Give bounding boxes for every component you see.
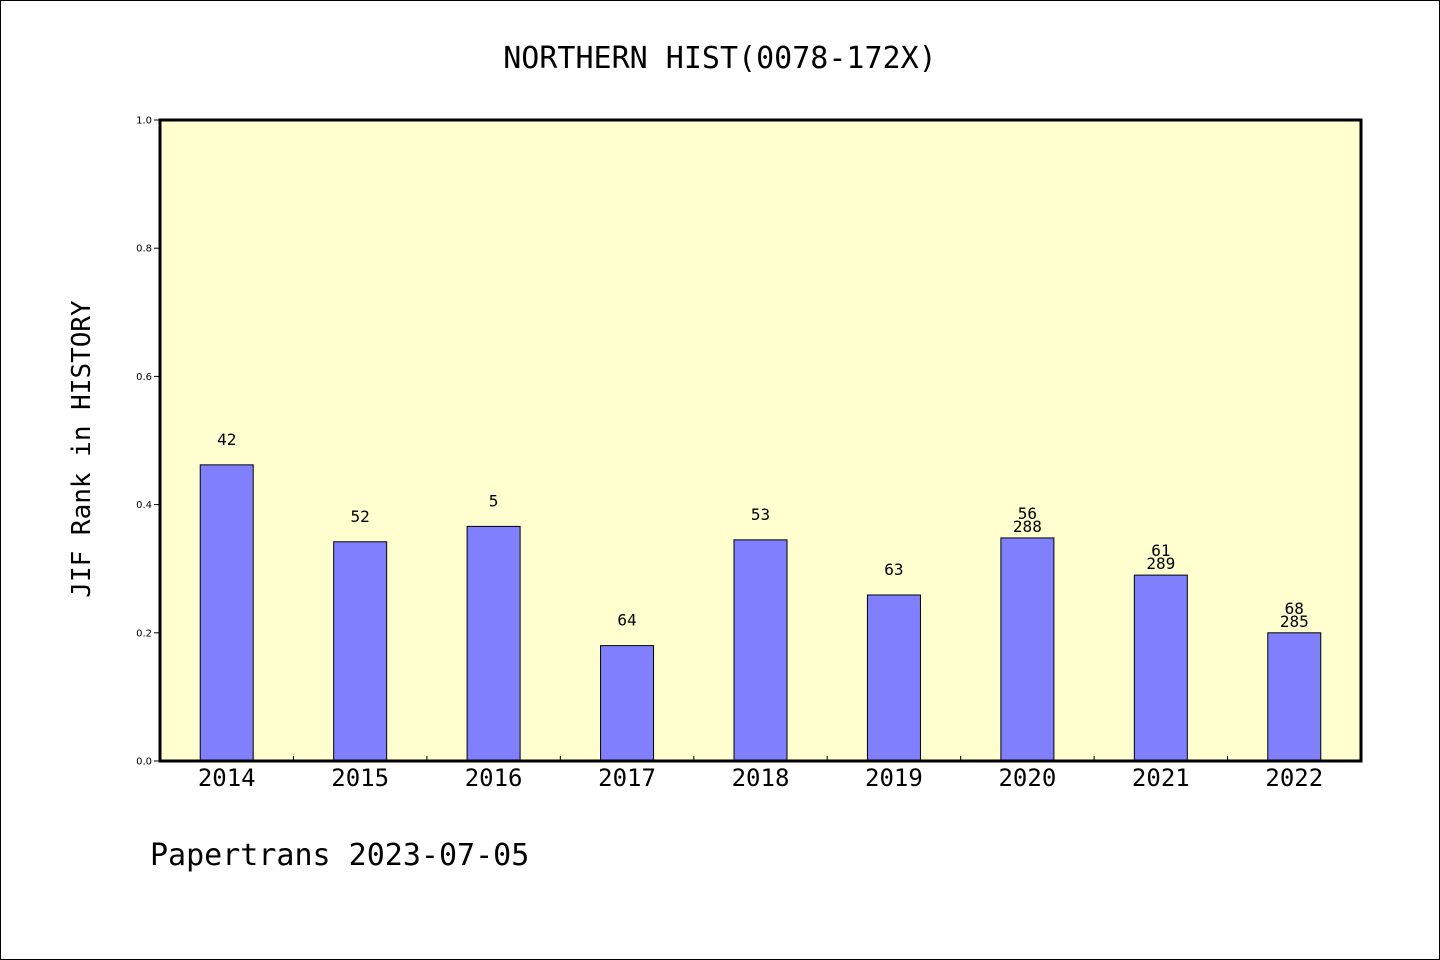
x-tick-label: 2018	[732, 764, 790, 792]
bar-2016	[466, 525, 521, 762]
y-axis-label: JIF Rank in HISTORY	[67, 300, 97, 598]
data-label: 53	[751, 505, 770, 524]
footer-credit: Papertrans 2023-07-05	[150, 838, 529, 873]
bar-2015	[333, 541, 388, 762]
data-label: 64	[617, 611, 636, 630]
data-label: 52	[351, 507, 370, 526]
chart-title: NORTHERN HIST(0078-172X)	[503, 41, 936, 76]
bar-2020	[1000, 537, 1055, 762]
plot-border	[158, 118, 1363, 763]
bars-layer	[199, 464, 1322, 762]
x-tick-label: 2016	[465, 764, 523, 792]
y-tick-label: 0.4	[136, 500, 152, 511]
x-tick-label: 2017	[598, 764, 656, 792]
data-label: 61	[1151, 541, 1170, 560]
bar-2017	[600, 645, 655, 762]
data-label: 5	[489, 491, 499, 510]
data-label: 42	[217, 430, 236, 449]
bar-2021	[1133, 574, 1188, 762]
x-ticks: 2014 2015 2016 2017 2018 2019 2020 2021 2022	[198, 756, 1323, 792]
x-tick-label: 2015	[331, 764, 389, 792]
bar-2014	[199, 464, 254, 762]
x-tick-label: 2014	[198, 764, 256, 792]
x-tick-label: 2019	[865, 764, 923, 792]
data-label: 285	[1280, 612, 1309, 631]
data-label: 289	[1146, 554, 1175, 573]
y-tick-label: 0.6	[136, 372, 152, 383]
y-tick-label: 0.2	[136, 628, 152, 639]
bar-2019	[866, 594, 921, 762]
y-ticks: 0.0 0.2 0.4 0.6 0.8 1.0	[136, 116, 160, 768]
data-label: 56	[1018, 504, 1037, 523]
x-tick-label: 2020	[998, 764, 1056, 792]
y-tick-label: 0.0	[136, 757, 152, 768]
data-label: 68	[1285, 599, 1304, 618]
y-tick-label: 1.0	[136, 116, 152, 127]
bar-2022	[1267, 632, 1322, 762]
data-label: 63	[884, 560, 903, 579]
x-tick-label: 2022	[1265, 764, 1323, 792]
y-tick-label: 0.8	[136, 244, 152, 255]
x-tick-label: 2021	[1132, 764, 1190, 792]
data-label: 288	[1013, 517, 1042, 536]
bar-2018	[733, 539, 788, 762]
